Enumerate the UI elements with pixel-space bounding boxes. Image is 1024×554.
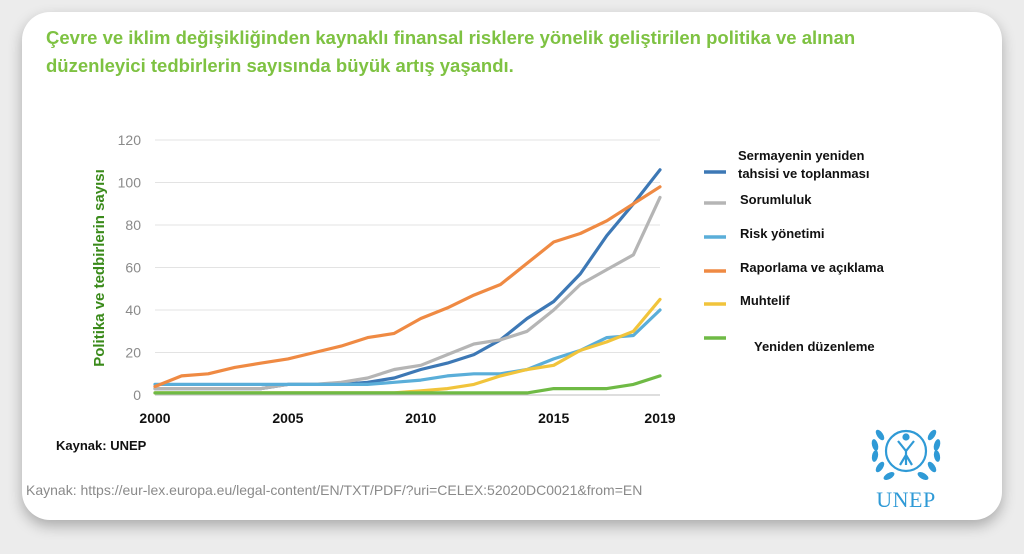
- y-tick-label: 40: [125, 302, 141, 318]
- y-tick-label: 80: [125, 217, 141, 233]
- y-tick-label: 100: [118, 175, 142, 191]
- unep-logo-text: UNEP: [876, 487, 936, 512]
- series-line-6: [153, 374, 662, 395]
- legend-label-5: Muhtelif: [740, 293, 790, 308]
- legend-label-4: Raporlama ve açıklama: [740, 260, 885, 275]
- series-line-2: [153, 195, 662, 391]
- unep-laurel-logo-icon: [871, 429, 941, 480]
- legend-label-2: Sorumluluk: [740, 192, 812, 207]
- y-tick-label: 0: [133, 387, 141, 403]
- series-line-5: [153, 297, 662, 395]
- chart-headline: Çevre ve iklim değişikliğinden kaynaklı …: [46, 27, 856, 76]
- legend-label-1: Sermayenin yeniden: [738, 148, 864, 163]
- series-line-1: [153, 168, 662, 391]
- x-tick-label: 2010: [405, 410, 436, 426]
- y-tick-label: 20: [125, 345, 141, 361]
- x-tick-label: 2019: [644, 410, 675, 426]
- y-tick-label: 120: [118, 132, 142, 148]
- x-tick-label: 2015: [538, 410, 569, 426]
- chart-card: [22, 12, 1002, 520]
- unep-logo: UNEP: [860, 415, 952, 512]
- chart-source-label: Kaynak: UNEP: [56, 438, 147, 453]
- legend-label-6: Yeniden düzenleme: [754, 339, 875, 354]
- legend-label-1: tahsisi ve toplanması: [738, 166, 870, 181]
- x-tick-label: 2000: [139, 410, 170, 426]
- y-axis-label: Politika ve tedbirlerin sayısı: [91, 169, 108, 367]
- series-line-4: [153, 185, 662, 389]
- x-tick-label: 2005: [272, 410, 303, 426]
- y-tick-label: 60: [125, 260, 141, 276]
- source-url[interactable]: Kaynak: https://eur-lex.europa.eu/legal-…: [26, 482, 643, 498]
- legend-label-3: Risk yönetimi: [740, 226, 825, 241]
